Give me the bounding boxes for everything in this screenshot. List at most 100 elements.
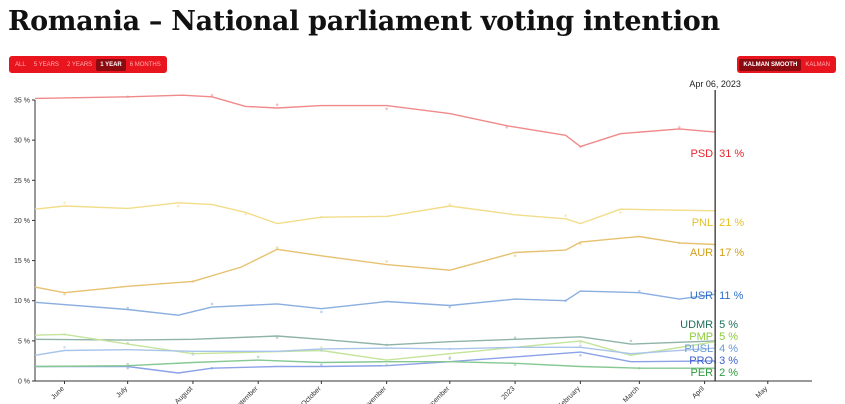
series-value-psd: 31 % — [719, 148, 744, 160]
poll-point — [385, 107, 389, 111]
series-line-udmr — [34, 335, 716, 346]
kalman-button[interactable]: Kalman — [805, 61, 830, 68]
range-2-years-button[interactable]: 2 years — [66, 61, 93, 68]
series-value-udmr: 5 % — [719, 319, 738, 331]
poll-point — [579, 341, 582, 344]
poll-point — [579, 344, 582, 348]
series-value-aur: 17 % — [719, 247, 744, 259]
poll-point — [320, 349, 323, 352]
x-tick-label: June — [50, 385, 66, 401]
series-label-aur: AUR — [690, 247, 713, 259]
poll-point — [275, 246, 279, 249]
series-line-pusl — [34, 346, 716, 356]
poll-point — [678, 241, 681, 245]
poll-point — [320, 363, 323, 367]
poll-point — [275, 336, 279, 339]
poll-point — [579, 242, 582, 245]
poll-point — [256, 355, 260, 359]
poll-point — [513, 254, 517, 257]
x-tick-label: February — [557, 385, 582, 404]
poll-point — [448, 305, 452, 309]
x-tick-label: August — [174, 385, 194, 404]
poll-point — [126, 362, 129, 366]
poll-point — [244, 212, 247, 216]
poll-point — [320, 346, 323, 349]
poll-point — [513, 336, 517, 340]
x-tick-label: September — [230, 385, 260, 404]
poll-point — [191, 280, 195, 283]
poll-point — [126, 306, 129, 310]
x-tick-label: 2023 — [501, 385, 517, 401]
series-label-psd: PSD — [691, 148, 714, 160]
poll-point — [126, 366, 129, 370]
poll-point — [210, 366, 214, 370]
poll-point — [448, 357, 452, 360]
kalman-smooth-button[interactable]: Kalman smooth — [739, 58, 802, 71]
poll-point — [320, 215, 323, 219]
series-label-pnl: PNL — [692, 217, 713, 229]
series-label-usr: USR — [690, 290, 713, 302]
y-tick-label: 30 % — [14, 138, 30, 145]
range-all-button[interactable]: All — [15, 61, 26, 68]
poll-point — [176, 204, 180, 208]
y-tick-label: 25 % — [14, 178, 30, 185]
poll-point — [513, 363, 517, 367]
poll-point — [448, 203, 452, 206]
poll-point — [629, 339, 633, 343]
poll-point — [210, 302, 214, 306]
y-tick-label: 35 % — [14, 98, 30, 105]
series-line-psd — [34, 94, 716, 148]
series-value-usr: 11 % — [719, 290, 743, 302]
poll-point — [63, 333, 66, 336]
poll-point — [678, 126, 681, 129]
range-1-year-button[interactable]: 1 year — [96, 58, 126, 71]
poll-point — [638, 366, 641, 370]
y-tick-label: 0 % — [18, 379, 30, 386]
series-line-pnl — [34, 202, 716, 225]
poll-point — [505, 126, 509, 129]
poll-point — [564, 214, 567, 217]
poll-point — [564, 299, 567, 303]
x-tick-label: March — [622, 385, 641, 404]
x-tick-label: December — [423, 385, 451, 404]
y-tick-label: 5 % — [18, 338, 30, 345]
poll-point — [210, 93, 214, 97]
series-value-pmp: 5 % — [719, 331, 738, 343]
poll-point — [385, 260, 389, 263]
poll-point — [448, 347, 452, 351]
page-title: Romania – National parliament voting int… — [8, 6, 720, 37]
series-label-pro: PRO — [689, 355, 713, 367]
poll-point — [126, 95, 129, 99]
poll-point — [275, 103, 279, 107]
x-tick-label: November — [360, 385, 388, 404]
poll-point — [191, 353, 195, 356]
y-tick-label: 15 % — [14, 258, 30, 265]
poll-point — [638, 289, 641, 293]
poll-point — [63, 346, 66, 349]
series-value-pro: 3 % — [719, 355, 738, 367]
smoothing-button-group: Kalman smooth Kalman — [737, 56, 836, 73]
poll-point — [579, 145, 582, 148]
series-line-pmp — [34, 333, 716, 361]
series-line-aur — [34, 235, 716, 294]
series-label-pusl: PUSL — [684, 343, 713, 355]
x-tick-label: July — [115, 385, 129, 399]
series-line-per — [34, 359, 716, 369]
series-line-usr — [34, 290, 716, 316]
poll-point — [63, 201, 66, 205]
x-tick-label: April — [691, 385, 706, 400]
x-tick-label: May — [755, 385, 770, 400]
range-6-months-button[interactable]: 6 months — [129, 61, 161, 68]
poll-point — [320, 310, 323, 314]
series-line-pro — [35, 351, 716, 374]
poll-point — [63, 293, 66, 296]
poll-point — [385, 343, 389, 347]
range-5-years-button[interactable]: 5 years — [33, 61, 59, 68]
series-label-udmr: UDMR — [680, 319, 713, 331]
series-label-pmp: PMP — [689, 331, 713, 343]
poll-point — [385, 363, 389, 367]
cursor-date-label: Apr 06, 2023 — [689, 79, 741, 89]
poll-point — [619, 211, 622, 214]
x-tick-label: October — [300, 385, 323, 404]
